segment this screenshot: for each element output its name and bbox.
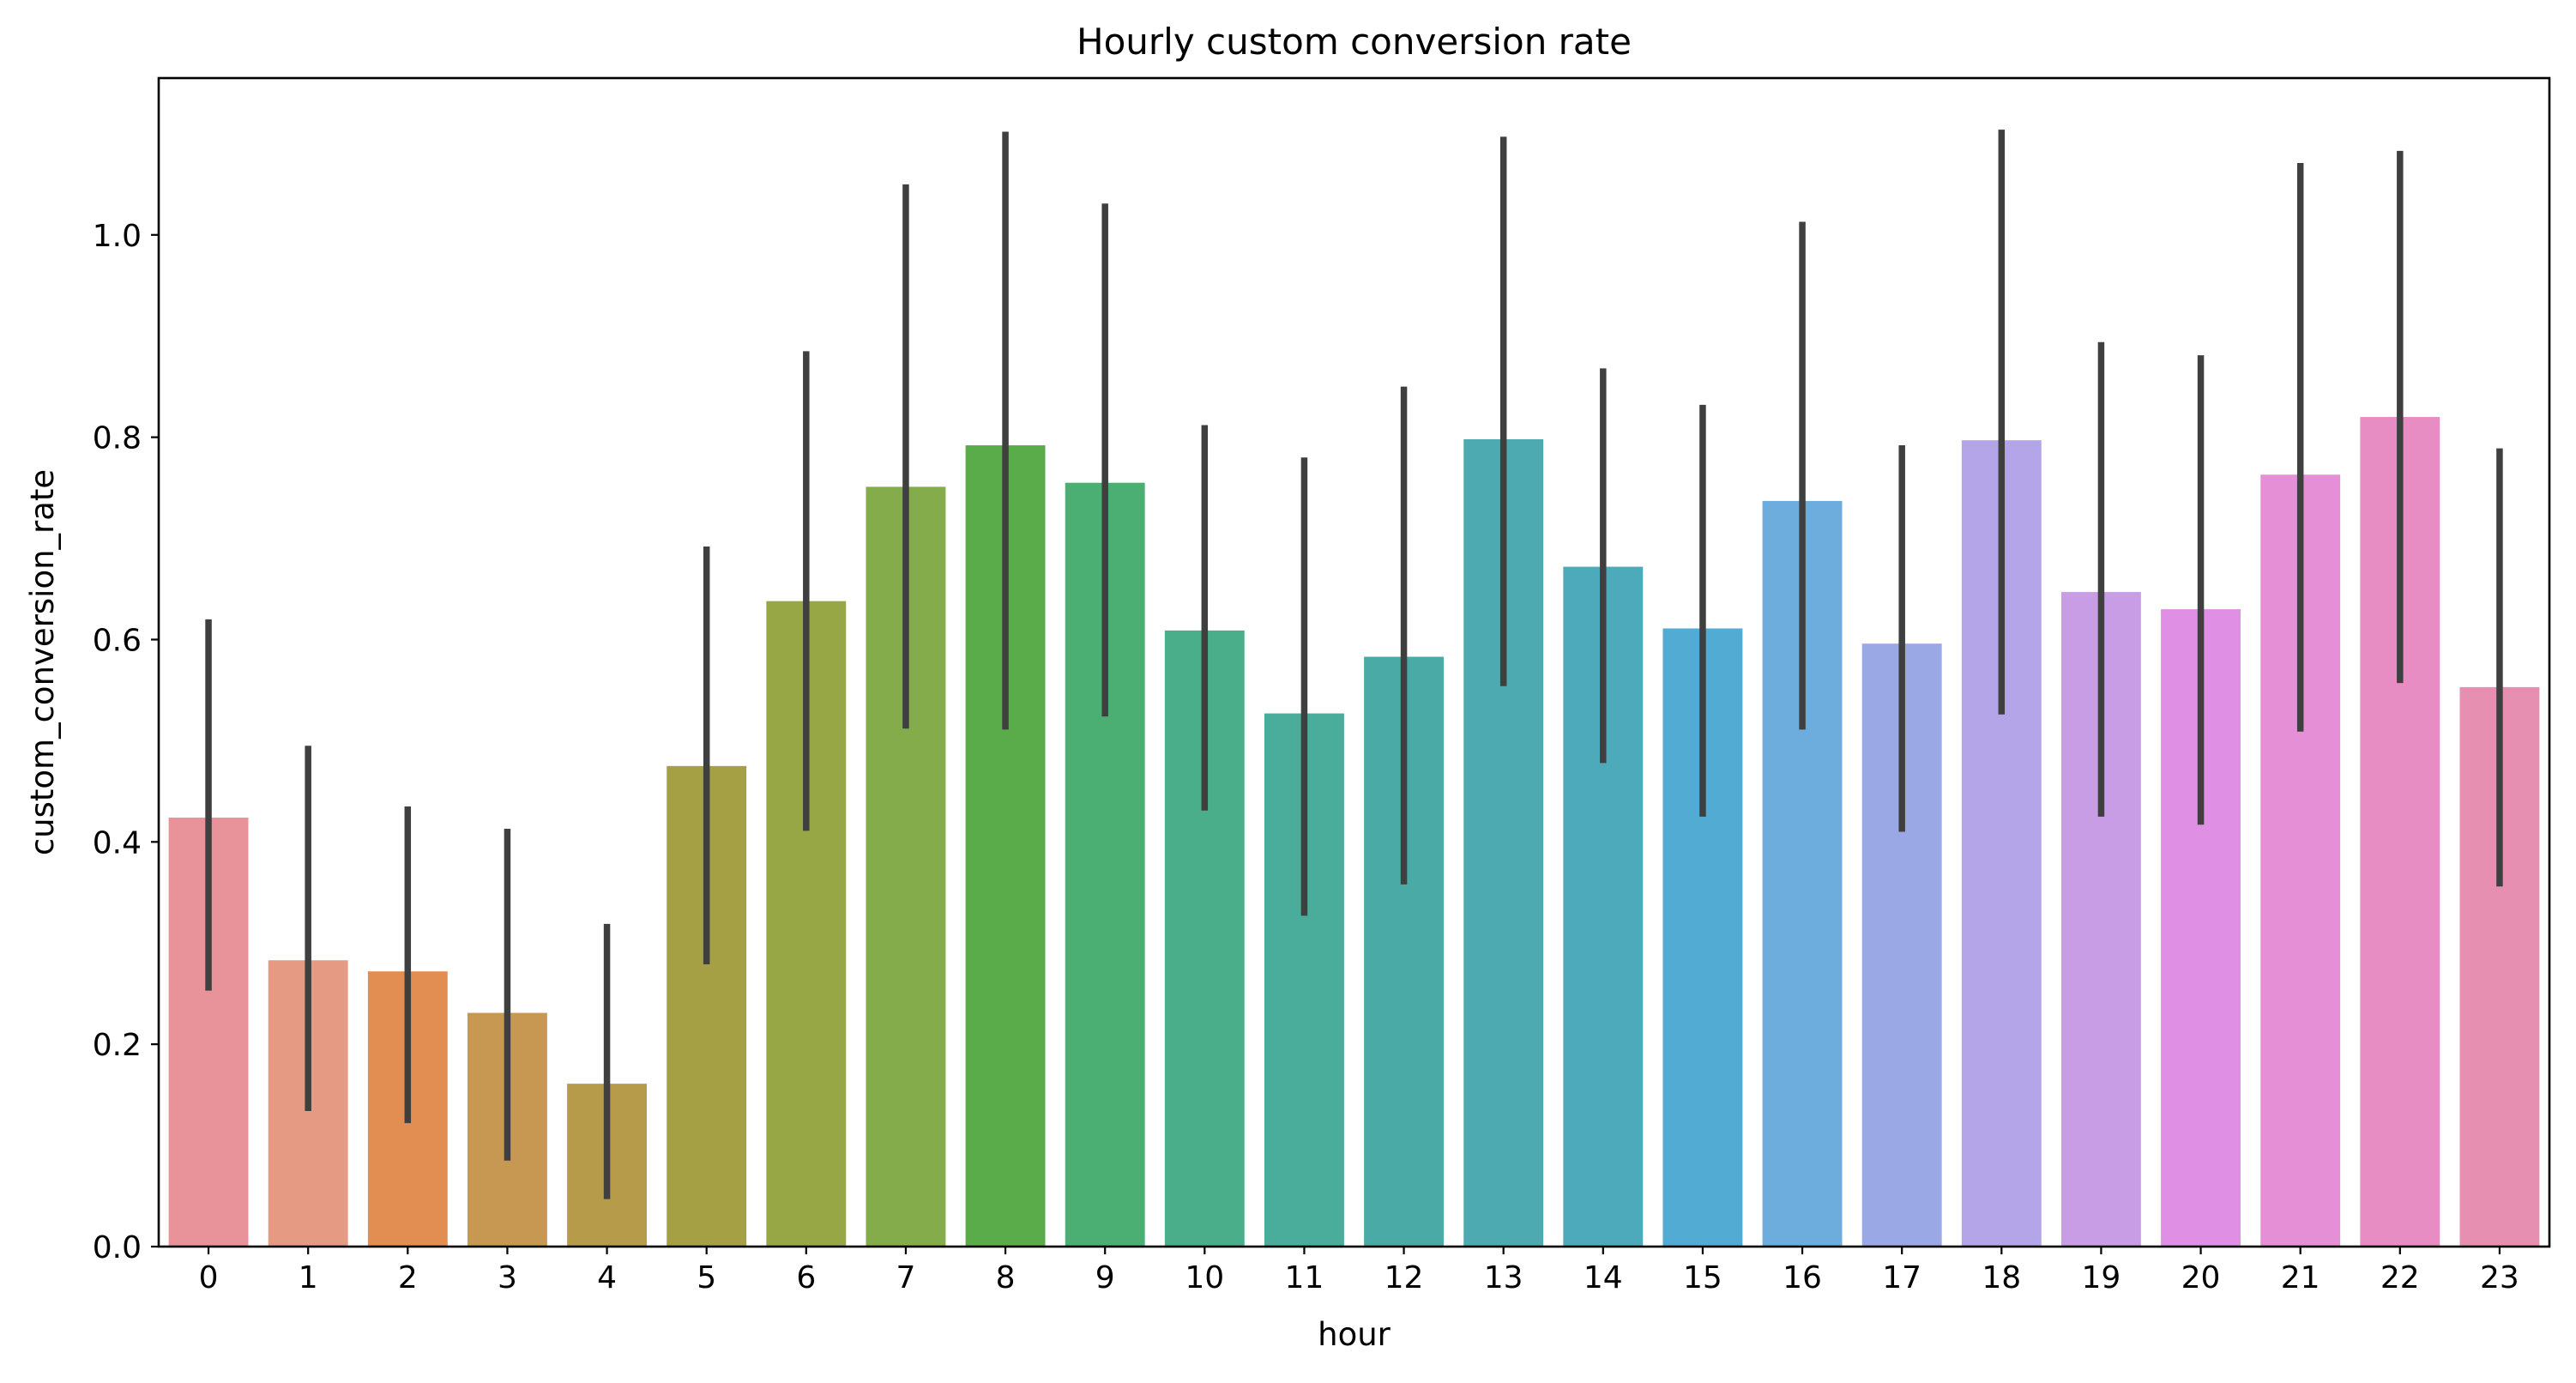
x-tick-label: 14: [1584, 1260, 1623, 1295]
x-tick-label: 18: [1982, 1260, 2021, 1295]
x-tick-label: 21: [2281, 1260, 2320, 1295]
y-axis-label: custom_conversion_rate: [24, 469, 61, 855]
plot-frame: [157, 76, 2551, 1248]
x-tick-label: 1: [299, 1260, 318, 1295]
x-tick-label: 13: [1484, 1260, 1523, 1295]
chart-title: Hourly custom conversion rate: [1077, 21, 1632, 63]
x-tick-label: 12: [1385, 1260, 1424, 1295]
y-tick-label: 0.2: [93, 1028, 142, 1063]
bars-layer: [168, 417, 2540, 1247]
x-tick-label: 5: [697, 1260, 716, 1295]
x-tick-label: 16: [1783, 1260, 1822, 1295]
y-tick-label: 0.8: [93, 421, 142, 456]
x-tick-label: 9: [1095, 1260, 1115, 1295]
x-axis-ticks: 0 1 2 3 4 5 6 7 8 9 10 11 12 13 14 15 16 17 18 19 20 21 22 23: [199, 1247, 2519, 1295]
x-tick-label: 3: [498, 1260, 517, 1295]
y-tick-label: 1.0: [93, 219, 142, 254]
x-tick-label: 4: [597, 1260, 617, 1295]
x-tick-label: 20: [2181, 1260, 2221, 1295]
x-tick-label: 19: [2082, 1260, 2121, 1295]
y-axis-ticks: 0.0 0.2 0.4 0.6 0.8 1.0: [93, 219, 159, 1265]
x-tick-label: 17: [1882, 1260, 1921, 1295]
y-tick-label: 0.0: [93, 1230, 142, 1265]
x-tick-label: 22: [2380, 1260, 2420, 1295]
x-tick-label: 15: [1683, 1260, 1722, 1295]
error-bars-layer: [205, 130, 2503, 1199]
x-axis-label: hour: [1318, 1316, 1391, 1353]
y-tick-label: 0.4: [93, 825, 142, 861]
x-tick-label: 7: [896, 1260, 915, 1295]
x-tick-label: 6: [796, 1260, 816, 1295]
x-tick-label: 8: [996, 1260, 1016, 1295]
x-tick-label: 23: [2480, 1260, 2519, 1295]
x-tick-label: 10: [1185, 1260, 1224, 1295]
x-tick-label: 11: [1285, 1260, 1324, 1295]
x-tick-label: 0: [199, 1260, 219, 1295]
x-tick-label: 2: [398, 1260, 418, 1295]
y-tick-label: 0.6: [93, 623, 142, 658]
